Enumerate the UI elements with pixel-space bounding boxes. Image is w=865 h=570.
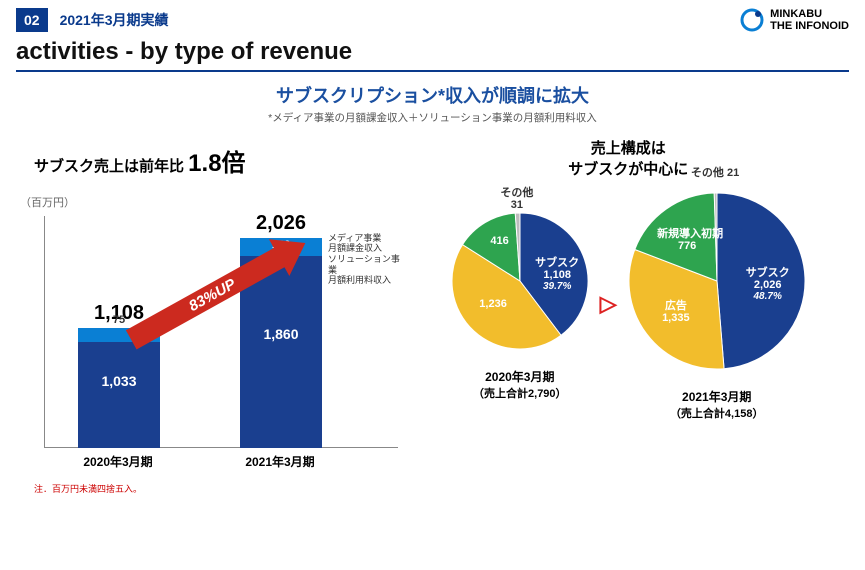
section-badge: 02 bbox=[16, 8, 48, 32]
footnote: 注．百万円未満四捨五入。 bbox=[34, 482, 408, 495]
slice-label: 416 bbox=[470, 235, 530, 247]
slice-label: その他31 bbox=[487, 187, 547, 211]
page-title: activities - by type of revenue bbox=[0, 32, 865, 70]
bar-segment-bottom: 1,860 bbox=[240, 256, 322, 448]
slice-label: 1,236 bbox=[463, 298, 523, 310]
slice-label: その他 21 bbox=[685, 167, 745, 179]
pie: サブスク2,02648.7%広告1,335新規導入初期776その他 212021… bbox=[623, 187, 811, 421]
bar: 1,108 75 1,033 bbox=[78, 328, 160, 448]
pie-sum-label: （売上合計4,158） bbox=[623, 405, 811, 421]
bar-x-label: 2020年3月期 bbox=[58, 453, 178, 470]
svg-text:83%UP: 83%UP bbox=[186, 275, 240, 315]
bar-segment-top: 75 bbox=[78, 328, 160, 342]
pie-charts: サブスク1,10839.7%1,236416その他312020年3月期（売上合計… bbox=[408, 187, 850, 421]
section-label: 2021年3月期実績 bbox=[60, 10, 169, 30]
bar-x-label: 2021年3月期 bbox=[220, 453, 340, 470]
bar-segment-bottom: 1,033 bbox=[78, 342, 160, 448]
brand-top: MINKABU bbox=[770, 8, 849, 20]
slice-label: 広告1,335 bbox=[646, 300, 706, 324]
subtitle-note: *メディア事業の月額課金収入＋ソリューション事業の月額利用料収入 bbox=[0, 110, 865, 125]
arrow-icon: ▷ bbox=[600, 291, 617, 317]
title-divider bbox=[16, 70, 849, 72]
slice-label: 新規導入初期776 bbox=[657, 228, 717, 252]
pie: サブスク1,10839.7%1,236416その他312020年3月期（売上合計… bbox=[446, 207, 594, 401]
legend-solution: ソリューション事業月額利用料収入 bbox=[328, 254, 408, 286]
y-axis bbox=[44, 216, 45, 448]
legend-media: メディア事業月額課金収入 bbox=[328, 233, 382, 255]
logo-icon bbox=[740, 8, 764, 32]
slice-label: サブスク2,02648.7% bbox=[738, 267, 798, 302]
y-axis-unit: （百万円） bbox=[20, 194, 408, 210]
pie-x-label: 2021年3月期 bbox=[623, 388, 811, 405]
bar-chart: 1,108 75 1,033 2020年3月期 2,026 166 1,860 202… bbox=[16, 216, 408, 476]
bar-total: 2,026 bbox=[240, 212, 322, 235]
pie-x-label: 2020年3月期 bbox=[446, 368, 594, 385]
pie-sum-label: （売上合計2,790） bbox=[446, 385, 594, 401]
brand-bot: THE INFONOID bbox=[770, 20, 849, 32]
slice-label: サブスク1,10839.7% bbox=[527, 257, 587, 292]
subtitle: サブスクリプション*収入が順調に拡大 bbox=[0, 82, 865, 108]
left-chart-title: サブスク売上は前年比 1.8倍 bbox=[34, 143, 408, 178]
bar: 2,026 166 1,860 bbox=[240, 238, 322, 448]
right-chart-title: 売上構成はサブスクが中心に bbox=[408, 137, 850, 179]
brand-logo: MINKABUTHE INFONOID bbox=[740, 8, 849, 32]
bar-segment-top: 166 bbox=[240, 238, 322, 256]
